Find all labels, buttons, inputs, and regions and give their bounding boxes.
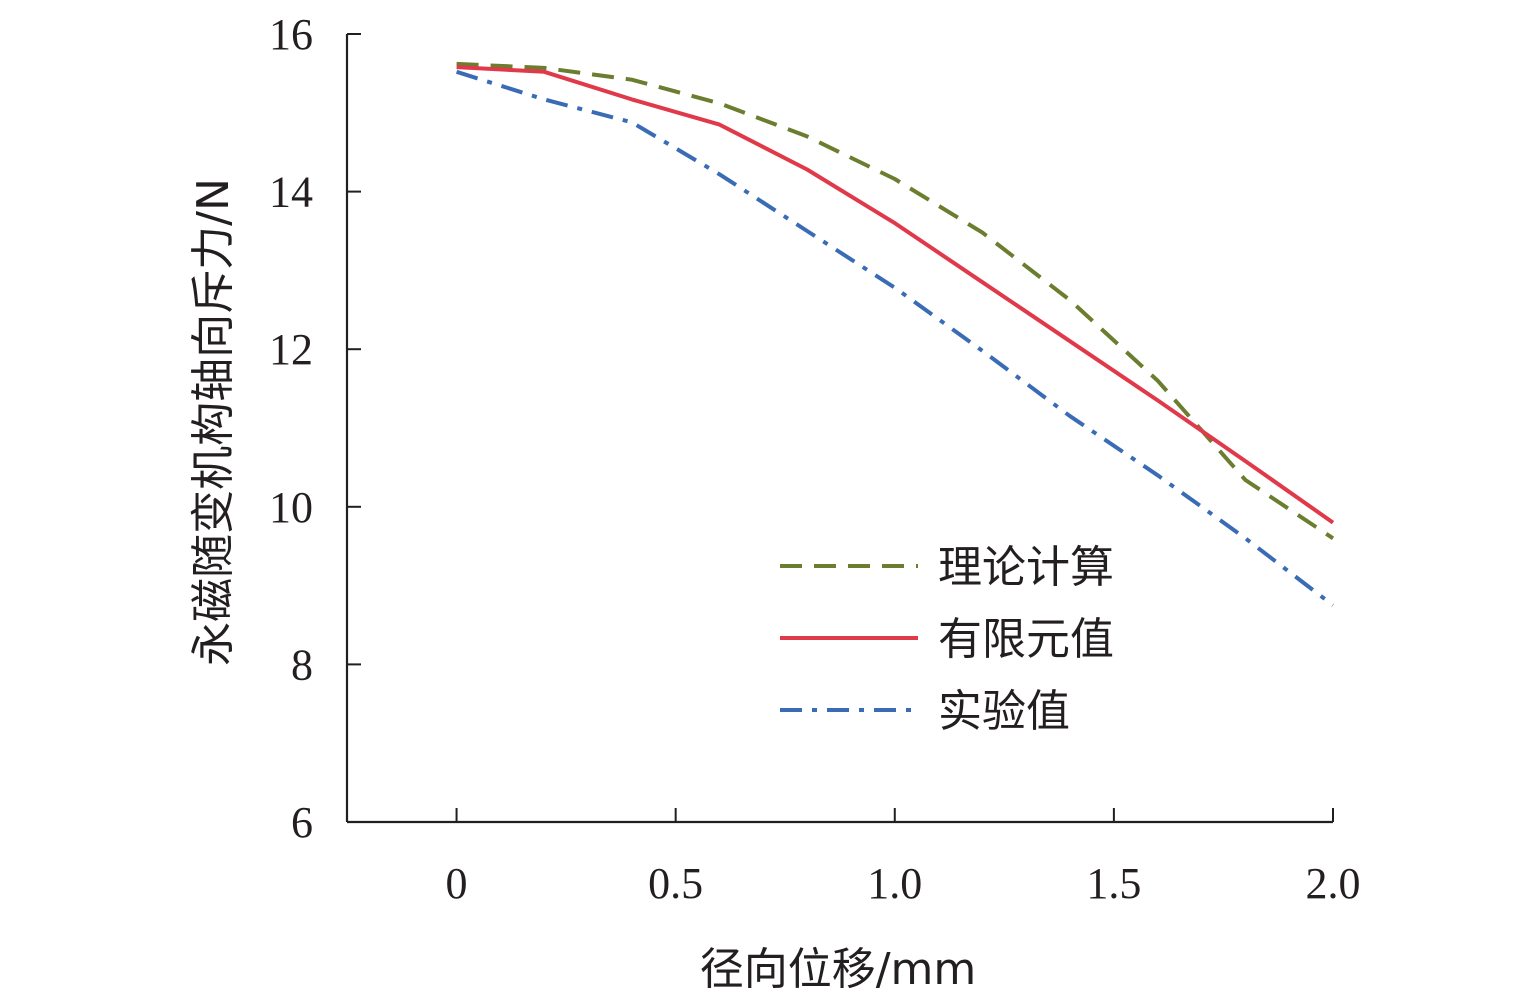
y-axis-label: 永磁随变机构轴向斥力/N bbox=[188, 178, 239, 666]
x-tick-label: 1.5 bbox=[1086, 859, 1141, 908]
series-line-2 bbox=[456, 65, 1335, 525]
y-tick-label: 10 bbox=[269, 483, 313, 532]
series-line-3 bbox=[455, 69, 1335, 607]
x-tick-label: 0 bbox=[446, 859, 468, 908]
x-axis-label: 径向位移/mm bbox=[700, 944, 977, 995]
x-tick-label: 1.0 bbox=[867, 859, 922, 908]
axes: 6 8 10 12 14 16 0 0.5 1.0 1.5 2.0 bbox=[269, 10, 1361, 908]
series-line-1 bbox=[456, 61, 1335, 540]
legend-label-2: 有限元值 bbox=[938, 614, 1114, 665]
legend-label-1: 理论计算 bbox=[938, 542, 1114, 593]
x-tick-label: 0.5 bbox=[648, 859, 703, 908]
y-tick-label: 6 bbox=[291, 798, 313, 847]
legend-label-3: 实验值 bbox=[938, 686, 1070, 737]
y-tick-label: 16 bbox=[269, 10, 313, 59]
series-layer bbox=[455, 61, 1335, 607]
x-tick-label: 2.0 bbox=[1306, 859, 1361, 908]
y-tick-label: 8 bbox=[291, 640, 313, 689]
y-tick-label: 12 bbox=[269, 325, 313, 374]
y-tick-label: 14 bbox=[269, 168, 313, 217]
